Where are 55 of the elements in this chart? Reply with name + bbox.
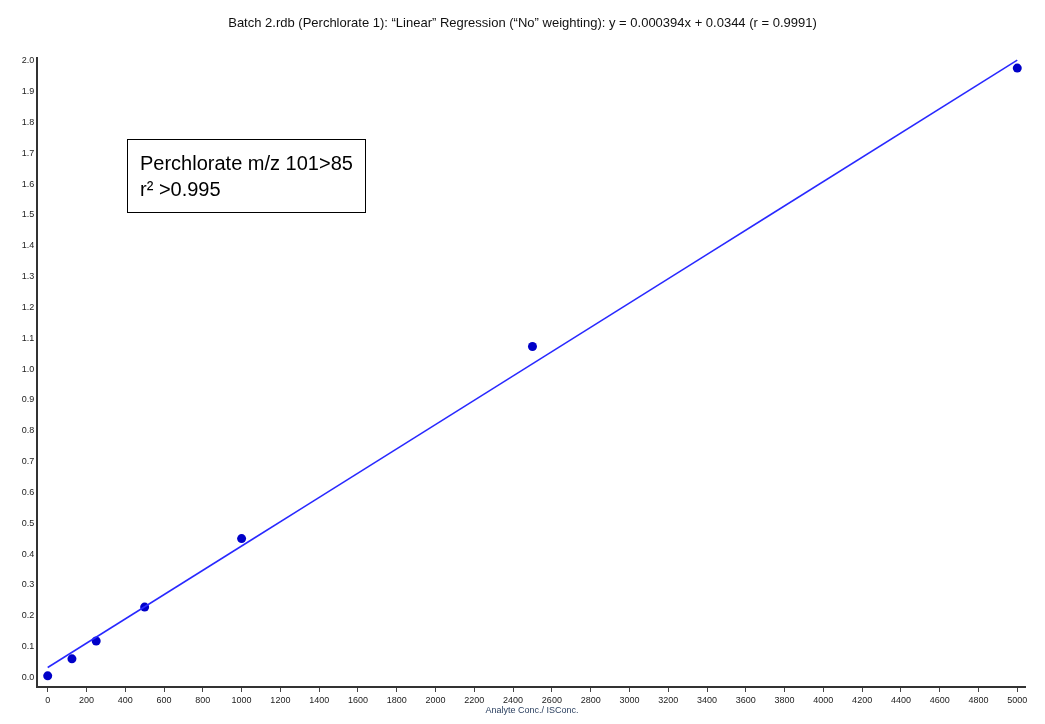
y-tick-label: 1.3 — [21, 271, 35, 282]
y-tick-label: 0.4 — [21, 548, 35, 559]
x-tick-label: 2600 — [541, 694, 562, 705]
y-tick-label: 0.8 — [21, 425, 35, 436]
y-tick-label: 1.7 — [21, 147, 35, 158]
x-tick-label: 3600 — [735, 694, 756, 705]
chart-title: Batch 2.rdb (Perchlorate 1): “Linear” Regression (“No” weighting): y = 0.000394x + 0.0344 (r = 0.9991) — [228, 15, 817, 31]
x-tick-label: 0 — [45, 694, 51, 705]
y-tick-label: 0.2 — [21, 610, 35, 621]
y-tick-label: 0.7 — [21, 456, 35, 467]
y-tick-label: 1.0 — [21, 363, 35, 374]
point — [527, 342, 537, 352]
x-tick-label: 1000 — [231, 694, 252, 705]
x-tick-label: 3400 — [696, 694, 718, 705]
x-tick-label: 1600 — [347, 694, 368, 705]
x-tick-label: 1200 — [270, 694, 291, 705]
x-tick-label: 4400 — [890, 694, 911, 705]
y-tick-label: 0.0 — [21, 671, 35, 682]
y-tick-label: 1.5 — [21, 209, 35, 220]
x-tick-label: 3200 — [658, 694, 679, 705]
point — [43, 671, 53, 681]
x-tick-label: 2000 — [425, 694, 446, 705]
x-tick-label: 4600 — [929, 694, 950, 705]
x-tick-label: 400 — [117, 694, 133, 705]
point — [67, 654, 77, 664]
x-tick-label: 2400 — [503, 694, 524, 705]
x-tick-label: 2200 — [464, 694, 485, 705]
x-tick-label: 1400 — [309, 694, 330, 705]
x-tick-label: 5000 — [1007, 694, 1028, 705]
x-tick-label: 2800 — [580, 694, 601, 705]
x-tick-label: 800 — [195, 694, 211, 705]
y-tick-label: 0.5 — [21, 517, 35, 528]
y-tick-label: 0.1 — [21, 641, 35, 652]
y-tick-label: 1.4 — [21, 240, 35, 251]
y-tick-label: 0.9 — [21, 394, 35, 405]
y-tick-label: 1.1 — [21, 332, 35, 343]
point — [237, 534, 247, 544]
x-tick-label: 200 — [78, 694, 94, 705]
point — [1012, 63, 1022, 73]
y-tick-label: 1.9 — [21, 86, 35, 97]
y-tick-label: 2.0 — [21, 55, 35, 66]
x-tick-label: 3800 — [774, 694, 795, 705]
x-tick-label: 4800 — [968, 694, 989, 705]
y-tick-label: 1.6 — [21, 178, 35, 189]
x-tick-label: 1800 — [386, 694, 407, 705]
x-tick-label: 4000 — [813, 694, 834, 705]
x-tick-label: 4200 — [852, 694, 873, 705]
y-tick-label: 0.6 — [21, 486, 35, 497]
y-tick-label: 0.3 — [21, 579, 35, 590]
y-tick-label: 1.8 — [21, 116, 35, 127]
y-tick-label: 1.2 — [21, 301, 35, 312]
annotation: Perchlorate m/z 101>85 r² >0.995 — [140, 152, 353, 200]
x-tick-label: 3000 — [619, 694, 640, 705]
x-tick-label: 600 — [156, 694, 172, 705]
x-axis-title: Analyte Conc./ ISConc. — [485, 704, 579, 715]
